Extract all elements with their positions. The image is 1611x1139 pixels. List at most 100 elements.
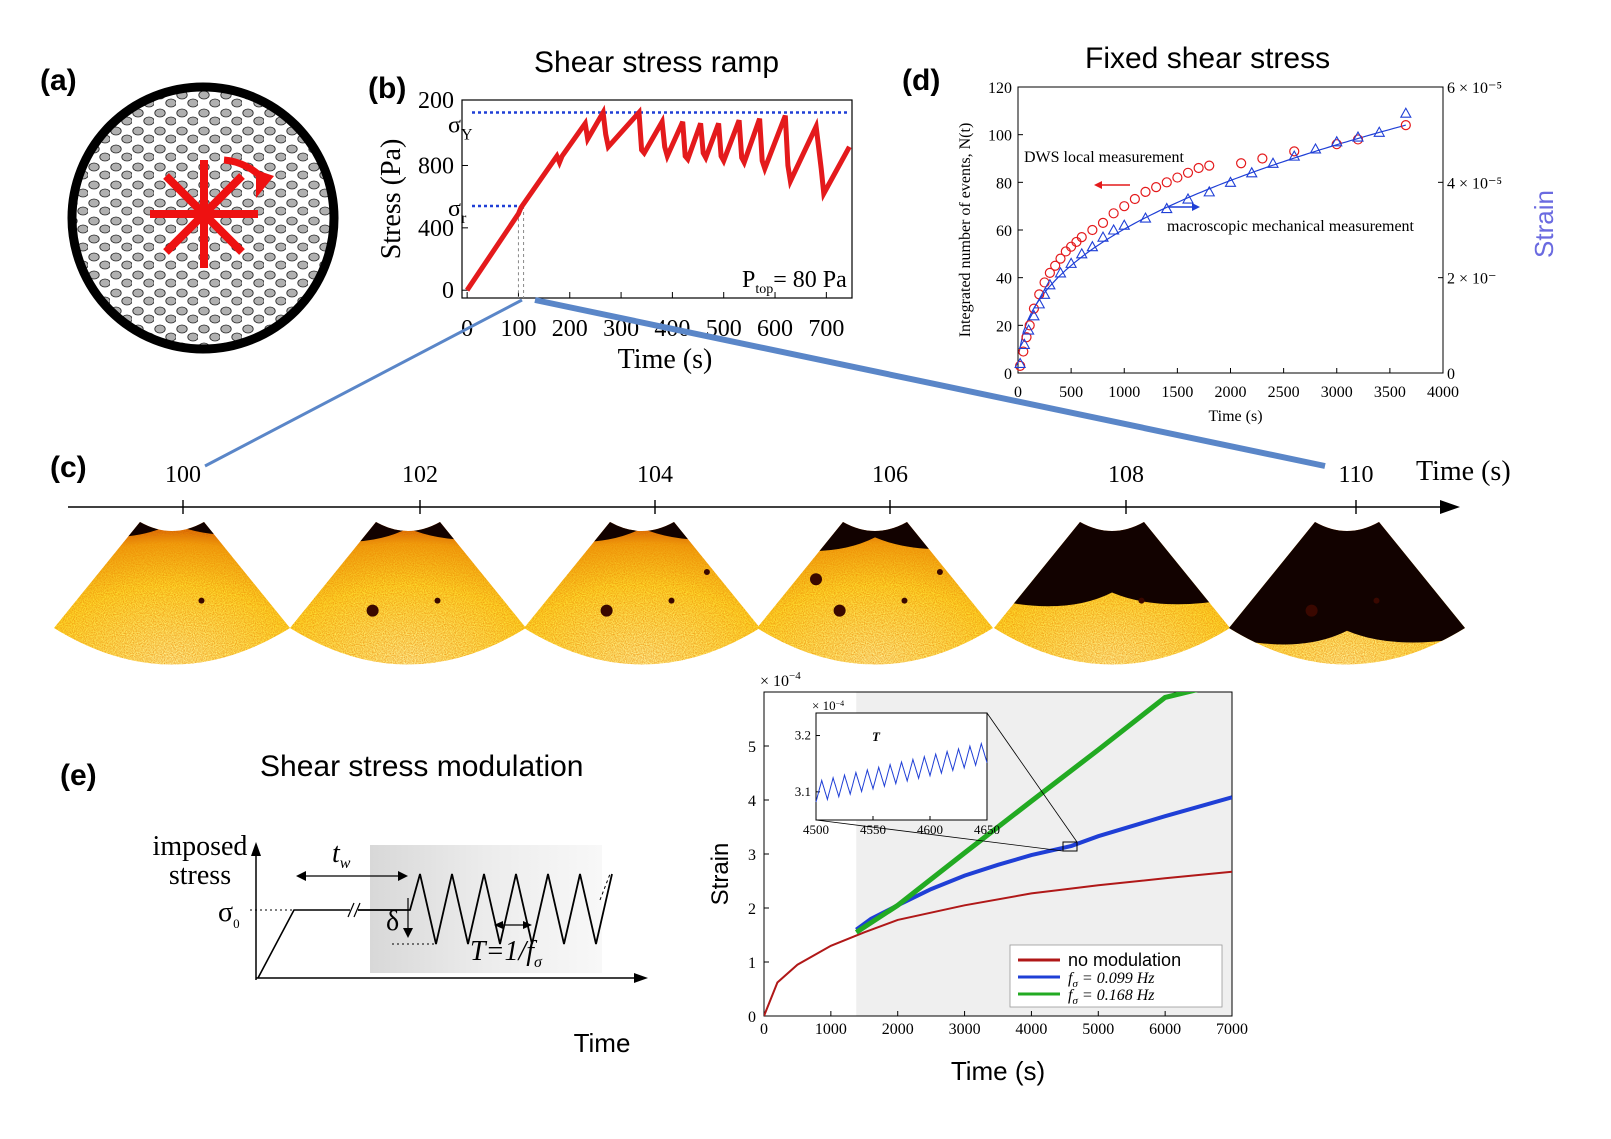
e-strain-y-tick-label: 4 xyxy=(748,793,756,810)
d-y-tick-label: 40 xyxy=(996,271,1012,288)
d-x-tick-label: 0 xyxy=(1014,384,1022,401)
e-inset-x-tick-label: 4550 xyxy=(860,822,886,837)
d-point-local xyxy=(1021,332,1032,343)
d-point-local xyxy=(1193,162,1204,174)
panel-d-label: (d) xyxy=(902,64,940,97)
c-time-tick-label: 106 xyxy=(872,462,908,488)
c-time-tick-label: 104 xyxy=(637,462,673,488)
e-strain-x-tick-label: 7000 xyxy=(1216,1021,1248,1038)
e-schematic-y-arrowhead-icon xyxy=(251,842,261,856)
e-strain-x-tick-label: 2000 xyxy=(882,1021,914,1038)
d-point-macro xyxy=(1160,202,1173,214)
d-x-tick-label: 4000 xyxy=(1427,384,1459,401)
e-delta-arrowhead-icon xyxy=(403,928,413,938)
d-point-macro xyxy=(1038,288,1051,299)
d-point-local xyxy=(1076,232,1087,243)
d-point-local xyxy=(1087,224,1098,236)
b-y-tick-label: 400 xyxy=(418,216,454,242)
d-point-macro xyxy=(1224,176,1237,187)
d-point-local xyxy=(1028,303,1040,314)
e-inset-y-tick-label: 3.2 xyxy=(795,728,811,743)
b-y-tick-label-top: 200 xyxy=(418,88,454,114)
d-point-local xyxy=(1055,253,1066,264)
d-point-macro xyxy=(1245,166,1258,178)
d-y-axis-label: Integrated number of events, N(t) xyxy=(957,123,974,338)
d-y2-tick-label: 0 xyxy=(1447,366,1455,383)
d-point-macro xyxy=(1267,157,1279,168)
e-tw-label: tw xyxy=(332,838,351,872)
c-time-tick-label: 100 xyxy=(165,462,201,488)
d-y2-axis-label: Strain xyxy=(1529,190,1559,258)
d-y-tick-label: 60 xyxy=(996,223,1012,240)
d-point-macro xyxy=(1309,142,1322,154)
d-y-tick-label: 20 xyxy=(996,318,1012,335)
d-point-macro xyxy=(1014,357,1027,369)
d-y-tick-label: 100 xyxy=(988,128,1012,145)
e-strain-x-tick-label: 6000 xyxy=(1149,1021,1181,1038)
d-point-local xyxy=(1024,320,1035,331)
d-point-local xyxy=(1071,236,1082,248)
d-point-local xyxy=(1066,241,1077,252)
e-tw-arrowhead-left-icon xyxy=(296,871,306,881)
c-speckle-frame xyxy=(290,522,526,665)
panel-a-label: (a) xyxy=(40,64,77,97)
panel-d-chart: 0 500 1000 1500 2000 2500 3000 3500 400002040608… xyxy=(957,80,1559,425)
d-annotation-local: DWS local measurement xyxy=(1024,149,1185,166)
b-plot-frame xyxy=(461,99,853,299)
d-point-local xyxy=(1400,120,1411,131)
d-point-macro xyxy=(1288,149,1301,161)
b-y-tick-label: 0 xyxy=(442,278,454,304)
panel-e-label: (e) xyxy=(60,759,97,792)
d-point-local xyxy=(1257,153,1268,164)
d-point-local xyxy=(1161,177,1172,188)
panel-b-chart: 01002003004005006007000400800200Time (s)… xyxy=(376,88,853,375)
e-inset-x-tick-label: 4500 xyxy=(803,822,829,837)
d-point-macro xyxy=(1118,219,1131,230)
d-y2-tick-label: 2 × 10⁻ xyxy=(1447,271,1496,288)
c-speckle-frame xyxy=(54,522,290,665)
e-schematic-xlabel: Time xyxy=(574,1028,631,1058)
e-inset-exponent: × 10−4 xyxy=(812,698,844,713)
panel-e-strain-chart: 0 1000 2000 3000 4000 5000 6000 7000 0 1 2 3 4 5 × 10−… xyxy=(707,670,1248,1086)
d-point-macro xyxy=(1043,278,1056,290)
d-y2-tick-label: 6 × 10⁻⁵ xyxy=(1447,80,1502,97)
d-point-macro xyxy=(1373,126,1386,137)
e-zoom-box xyxy=(1062,841,1078,852)
d-point-macro xyxy=(1399,107,1412,118)
d-point-macro xyxy=(1075,247,1088,259)
d-point-macro xyxy=(1107,223,1120,235)
d-x-tick-label: 500 xyxy=(1059,384,1083,401)
e-strain-ylabel: Strain xyxy=(707,843,734,906)
e-schematic-ylabel-2: stress xyxy=(169,860,231,891)
d-y-tick-label: 0 xyxy=(1004,366,1012,383)
e-strain-y-tick-label: 3 xyxy=(748,847,756,864)
e-legend-label: no modulation xyxy=(1068,950,1181,970)
c-time-axis-label: Time (s) xyxy=(1416,456,1511,487)
d-point-macro xyxy=(1054,266,1067,278)
rotor-star-icon xyxy=(150,160,258,268)
d-point-macro xyxy=(1182,192,1194,204)
rotation-arrowhead-icon xyxy=(256,170,274,198)
e-period-arrowhead-left-icon xyxy=(494,921,503,929)
b-stress-series xyxy=(465,104,852,292)
panel-c-timeline: Time (s) 100 102 104 106 108 110 xyxy=(54,456,1511,665)
d-point-local xyxy=(1140,186,1151,197)
d-point-local xyxy=(1060,246,1071,257)
e-inset-ylabel-partial: T xyxy=(872,729,881,744)
e-tw-arrowhead-right-icon xyxy=(398,871,408,881)
e-zigzag-continue xyxy=(599,873,611,901)
d-x-tick-label: 1500 xyxy=(1161,384,1193,401)
d-point-macro xyxy=(1086,240,1099,252)
c-time-tick-label: 110 xyxy=(1338,462,1373,488)
b-y-tick-label: 800 xyxy=(418,153,454,179)
e-break-mark-1 xyxy=(347,902,355,918)
zoom-connector-right xyxy=(534,297,1326,469)
e-delta-label: δ xyxy=(386,906,399,937)
d-point-macro xyxy=(1018,338,1031,349)
d-x-tick-label: 3500 xyxy=(1374,384,1406,401)
d-point-macro xyxy=(1203,185,1216,197)
e-inset-y-tick-label: 3.1 xyxy=(795,784,811,799)
e-strain-series-line xyxy=(854,692,1199,935)
e-schematic-zigzag xyxy=(358,873,613,945)
